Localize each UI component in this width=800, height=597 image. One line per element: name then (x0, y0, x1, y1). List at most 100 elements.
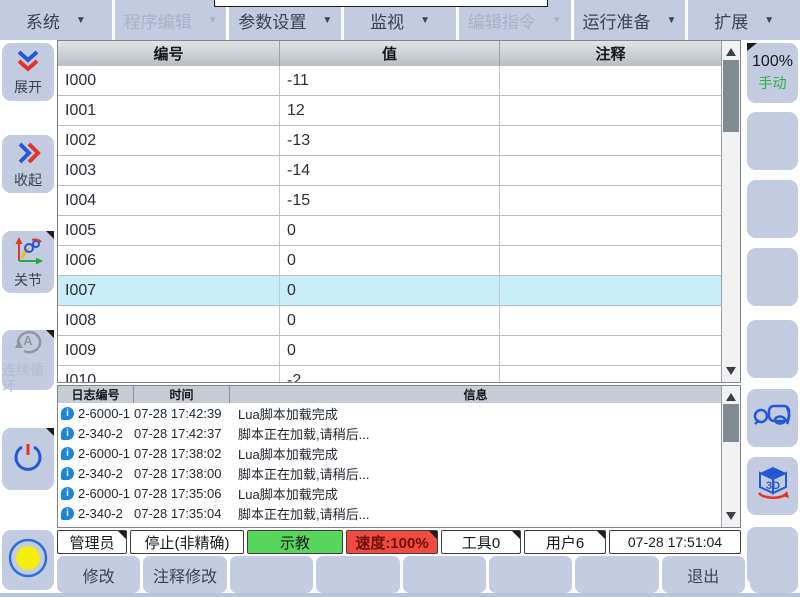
column-header-comment[interactable]: 注释 (595, 46, 626, 63)
menu-item-label: 运行准备 (582, 12, 651, 32)
menu-item[interactable]: 扩展 ▼ (688, 0, 800, 40)
table-row[interactable]: I007 0 (58, 276, 721, 306)
table-row[interactable]: I005 0 (58, 216, 721, 246)
log-message: 脚本正在加载,请稍后... (238, 506, 370, 522)
log-row[interactable]: i 2-6000-1 07-28 17:42:39 Lua脚本加载完成 (58, 403, 721, 423)
view-3d-button[interactable]: 3D (747, 457, 798, 515)
log-row[interactable]: i 2-6000-1 07-28 17:35:06 Lua脚本加载完成 (58, 483, 721, 503)
chevron-down-icon: ▼ (75, 14, 86, 26)
menu-item[interactable]: 程序编辑 ▼ (114, 0, 227, 40)
table-row[interactable]: I009 0 (58, 336, 721, 366)
softkey-button[interactable] (488, 556, 573, 593)
menu-item[interactable]: 运行准备 ▼ (573, 0, 686, 40)
table-row[interactable]: I000 -11 (58, 66, 721, 96)
corner-marker-icon (118, 531, 126, 539)
column-header-value[interactable]: 值 (280, 41, 500, 66)
log-row[interactable]: i 2-340-2 07-28 17:35:04 脚本正在加载,请稍后... (58, 503, 721, 523)
speed-mode-button[interactable]: 100% 手动 (747, 43, 798, 103)
table-row[interactable]: I008 0 (58, 306, 721, 336)
var-value-cell: 12 (280, 96, 500, 125)
user-badge[interactable]: 管理员 (57, 530, 127, 554)
table-row[interactable]: I002 -13 (58, 126, 721, 156)
scrollbar-thumb[interactable] (723, 404, 739, 442)
right-rail-button-5[interactable] (747, 320, 798, 378)
hand-guide-button[interactable] (747, 389, 798, 447)
table-row[interactable]: I004 -15 (58, 186, 721, 216)
log-row[interactable]: i 2-340-2 07-28 17:38:00 脚本正在加载,请稍后... (58, 463, 721, 483)
softkey-button[interactable] (316, 556, 400, 593)
log-row[interactable]: i 2-6000-1 07-28 17:38:02 Lua脚本加载完成 (58, 443, 721, 463)
scroll-up-icon[interactable] (726, 393, 736, 401)
var-id-cell: I002 (58, 126, 280, 155)
teach-pendant-icon (753, 400, 793, 437)
teach-mode-label: 示教 (279, 534, 310, 552)
variable-table-scrollbar[interactable] (721, 41, 740, 382)
record-button[interactable] (2, 530, 54, 590)
log-code: 2-6000-1 (78, 445, 131, 461)
var-id-cell: I005 (58, 216, 280, 245)
table-row[interactable]: I003 -14 (58, 156, 721, 186)
scroll-down-icon[interactable] (726, 367, 736, 375)
corner-marker-icon (46, 330, 54, 338)
corner-marker-icon (429, 531, 437, 539)
scrollbar-thumb[interactable] (723, 60, 739, 132)
var-comment-cell (500, 126, 721, 155)
continuous-loop-button: A 连续循环 (2, 330, 54, 393)
log-code: 2-340-2 (78, 425, 123, 441)
log-message: 脚本正在加载,请稍后... (238, 466, 370, 482)
clock: 07-28 17:51:04 (609, 530, 741, 554)
expand-chevrons-icon (13, 49, 43, 78)
speed-badge[interactable]: 速度:100% (346, 530, 438, 554)
log-time: 07-28 17:38:00 (134, 465, 222, 481)
manual-mode-label: 手动 (758, 75, 787, 91)
tool-label: 工具0 (461, 534, 501, 552)
var-comment-cell (500, 306, 721, 335)
right-rail-button-2[interactable] (747, 112, 798, 170)
menu-item-label: 扩展 (714, 12, 749, 32)
softkey-button[interactable]: 注释修改 (143, 556, 227, 593)
var-comment-cell (500, 276, 721, 305)
var-id-cell: I008 (58, 306, 280, 335)
softkey-button[interactable] (229, 556, 314, 593)
log-row[interactable]: i 2-6000-1 07-28 17:3... Lua脚本加载完成 (58, 523, 721, 527)
menu-item[interactable]: 系统 ▼ (0, 0, 112, 40)
scroll-up-icon[interactable] (726, 48, 736, 56)
auto-loop-icon: A (11, 326, 45, 361)
softkey-label: 修改 (82, 568, 115, 586)
table-row[interactable]: I006 0 (58, 246, 721, 276)
scroll-down-icon[interactable] (726, 512, 736, 520)
window-edge (214, 0, 548, 7)
log-row[interactable]: i 2-340-2 07-28 17:42:37 脚本正在加载,请稍后... (58, 423, 721, 443)
log-scrollbar[interactable] (721, 386, 740, 527)
tool-badge[interactable]: 工具0 (441, 530, 521, 554)
var-comment-cell (500, 246, 721, 275)
power-button[interactable] (2, 428, 54, 490)
log-time: 07-28 17:42:39 (134, 405, 222, 421)
run-state-badge: 停止(非精确) (130, 530, 244, 554)
table-row[interactable]: I001 12 (58, 96, 721, 126)
collapse-button[interactable]: 收起 (2, 135, 54, 193)
table-row[interactable]: I010 -2 (58, 366, 721, 382)
var-value-cell: 0 (280, 276, 500, 305)
right-rail-button-4[interactable] (747, 248, 798, 306)
var-value-cell: 0 (280, 246, 500, 275)
user-frame-badge[interactable]: 用户6 (524, 530, 606, 554)
joint-coord-button[interactable]: 关节 (2, 231, 54, 293)
collapse-label: 收起 (14, 171, 42, 188)
bottom-right-button[interactable] (750, 533, 798, 593)
var-id-cell: I001 (58, 96, 280, 125)
corner-marker-icon (512, 531, 520, 539)
softkey-button[interactable] (575, 556, 659, 593)
variable-table-body: I000 -11 I001 12 I002 -13 I003 -14 I004 … (58, 66, 721, 382)
column-header-id[interactable]: 编号 (58, 41, 280, 66)
softkey-button[interactable]: 退出 (661, 556, 745, 593)
log-body: i 2-6000-1 07-28 17:42:39 Lua脚本加载完成 i 2-… (58, 403, 721, 527)
softkey-button[interactable]: 修改 (57, 556, 141, 593)
right-rail-button-3[interactable] (747, 180, 798, 238)
joint-label: 关节 (14, 271, 42, 288)
log-message: 脚本正在加载,请稍后... (238, 426, 370, 442)
log-code: 2-6000-1 (78, 405, 131, 421)
softkey-button[interactable] (402, 556, 486, 593)
expand-button[interactable]: 展开 (2, 43, 54, 101)
log-time: 07-28 17:35:04 (134, 505, 222, 521)
